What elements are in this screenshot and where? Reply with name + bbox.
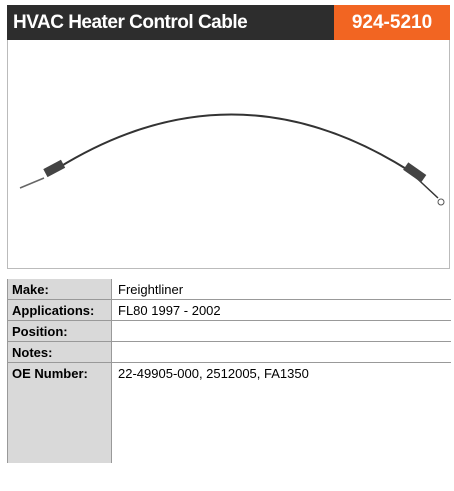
product-image <box>7 40 450 269</box>
spec-value: FL80 1997 - 2002 <box>112 300 451 320</box>
spec-label: OE Number: <box>8 363 112 463</box>
spec-value: Freightliner <box>112 279 451 299</box>
page: HVAC Heater Control Cable 924-5210 Make:… <box>0 0 454 491</box>
spec-row: Make:Freightliner <box>8 279 451 300</box>
product-card: HVAC Heater Control Cable 924-5210 Make:… <box>7 5 450 465</box>
spec-row: Applications:FL80 1997 - 2002 <box>8 300 451 321</box>
header-bar: HVAC Heater Control Cable 924-5210 <box>7 5 450 40</box>
product-title: HVAC Heater Control Cable <box>13 5 247 40</box>
spec-value <box>112 342 451 362</box>
cable-illustration <box>8 40 449 268</box>
spec-label: Applications: <box>8 300 112 320</box>
spec-label: Make: <box>8 279 112 299</box>
spec-value <box>112 321 451 341</box>
spec-label: Notes: <box>8 342 112 362</box>
spec-row: Position: <box>8 321 451 342</box>
spec-row: Notes: <box>8 342 451 363</box>
spec-row: OE Number:22-49905-000, 2512005, FA1350 <box>8 363 451 463</box>
spec-label: Position: <box>8 321 112 341</box>
part-number: 924-5210 <box>334 5 450 40</box>
spec-value: 22-49905-000, 2512005, FA1350 <box>112 363 451 463</box>
